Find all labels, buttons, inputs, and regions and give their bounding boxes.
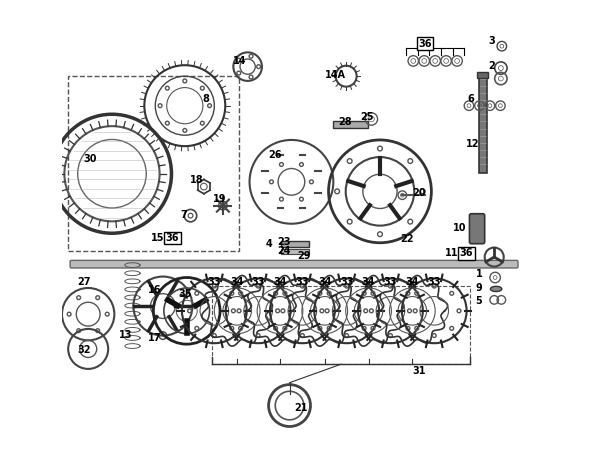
Text: 13: 13: [119, 330, 132, 340]
Text: 33: 33: [208, 277, 221, 287]
Text: 4: 4: [266, 238, 272, 249]
Text: 36: 36: [460, 248, 473, 258]
Text: 5: 5: [475, 296, 482, 306]
Text: 14: 14: [233, 56, 247, 66]
FancyBboxPatch shape: [281, 249, 308, 254]
Text: 3: 3: [488, 36, 495, 47]
Text: 32: 32: [77, 345, 91, 356]
Text: 27: 27: [77, 277, 91, 287]
FancyBboxPatch shape: [333, 121, 368, 128]
Text: 9: 9: [475, 283, 482, 293]
Bar: [212, 286, 470, 364]
Text: 31: 31: [412, 366, 426, 377]
Text: 33: 33: [427, 277, 441, 287]
Text: 28: 28: [338, 117, 352, 127]
Text: 34: 34: [273, 277, 287, 287]
Text: 35: 35: [178, 289, 191, 299]
Ellipse shape: [490, 286, 502, 291]
Text: 14A: 14A: [325, 69, 346, 80]
Text: 1: 1: [476, 269, 483, 279]
Text: 36: 36: [418, 39, 431, 49]
Text: 34: 34: [230, 277, 244, 287]
Text: 20: 20: [412, 188, 426, 198]
Text: 34: 34: [406, 277, 419, 287]
Text: 29: 29: [297, 251, 311, 261]
Text: 33: 33: [340, 277, 353, 287]
Text: 7: 7: [180, 210, 187, 220]
Text: 19: 19: [213, 194, 227, 204]
FancyBboxPatch shape: [477, 72, 488, 78]
FancyBboxPatch shape: [469, 214, 485, 244]
FancyBboxPatch shape: [281, 241, 308, 247]
FancyBboxPatch shape: [479, 74, 487, 173]
Text: 34: 34: [318, 277, 332, 287]
Text: 6: 6: [467, 93, 474, 104]
Text: 8: 8: [202, 93, 209, 104]
Text: 12: 12: [466, 139, 479, 149]
Text: 33: 33: [296, 277, 309, 287]
Text: 2: 2: [488, 60, 495, 71]
Text: 16: 16: [148, 285, 161, 296]
Text: 17: 17: [148, 333, 161, 343]
Text: 26: 26: [268, 149, 282, 160]
Text: 11: 11: [445, 248, 458, 258]
Text: 22: 22: [400, 234, 413, 244]
Text: 21: 21: [294, 403, 308, 413]
Text: 15: 15: [151, 233, 164, 243]
Text: 23: 23: [278, 237, 291, 247]
Text: 33: 33: [383, 277, 397, 287]
FancyBboxPatch shape: [70, 260, 518, 268]
Text: 18: 18: [190, 175, 203, 185]
Text: 36: 36: [166, 233, 179, 243]
Text: 25: 25: [360, 111, 373, 122]
Text: 34: 34: [362, 277, 375, 287]
Text: 33: 33: [251, 277, 265, 287]
Text: 10: 10: [453, 223, 466, 234]
Bar: [68, 76, 239, 251]
Text: 24: 24: [278, 246, 291, 257]
Text: 30: 30: [84, 154, 97, 165]
